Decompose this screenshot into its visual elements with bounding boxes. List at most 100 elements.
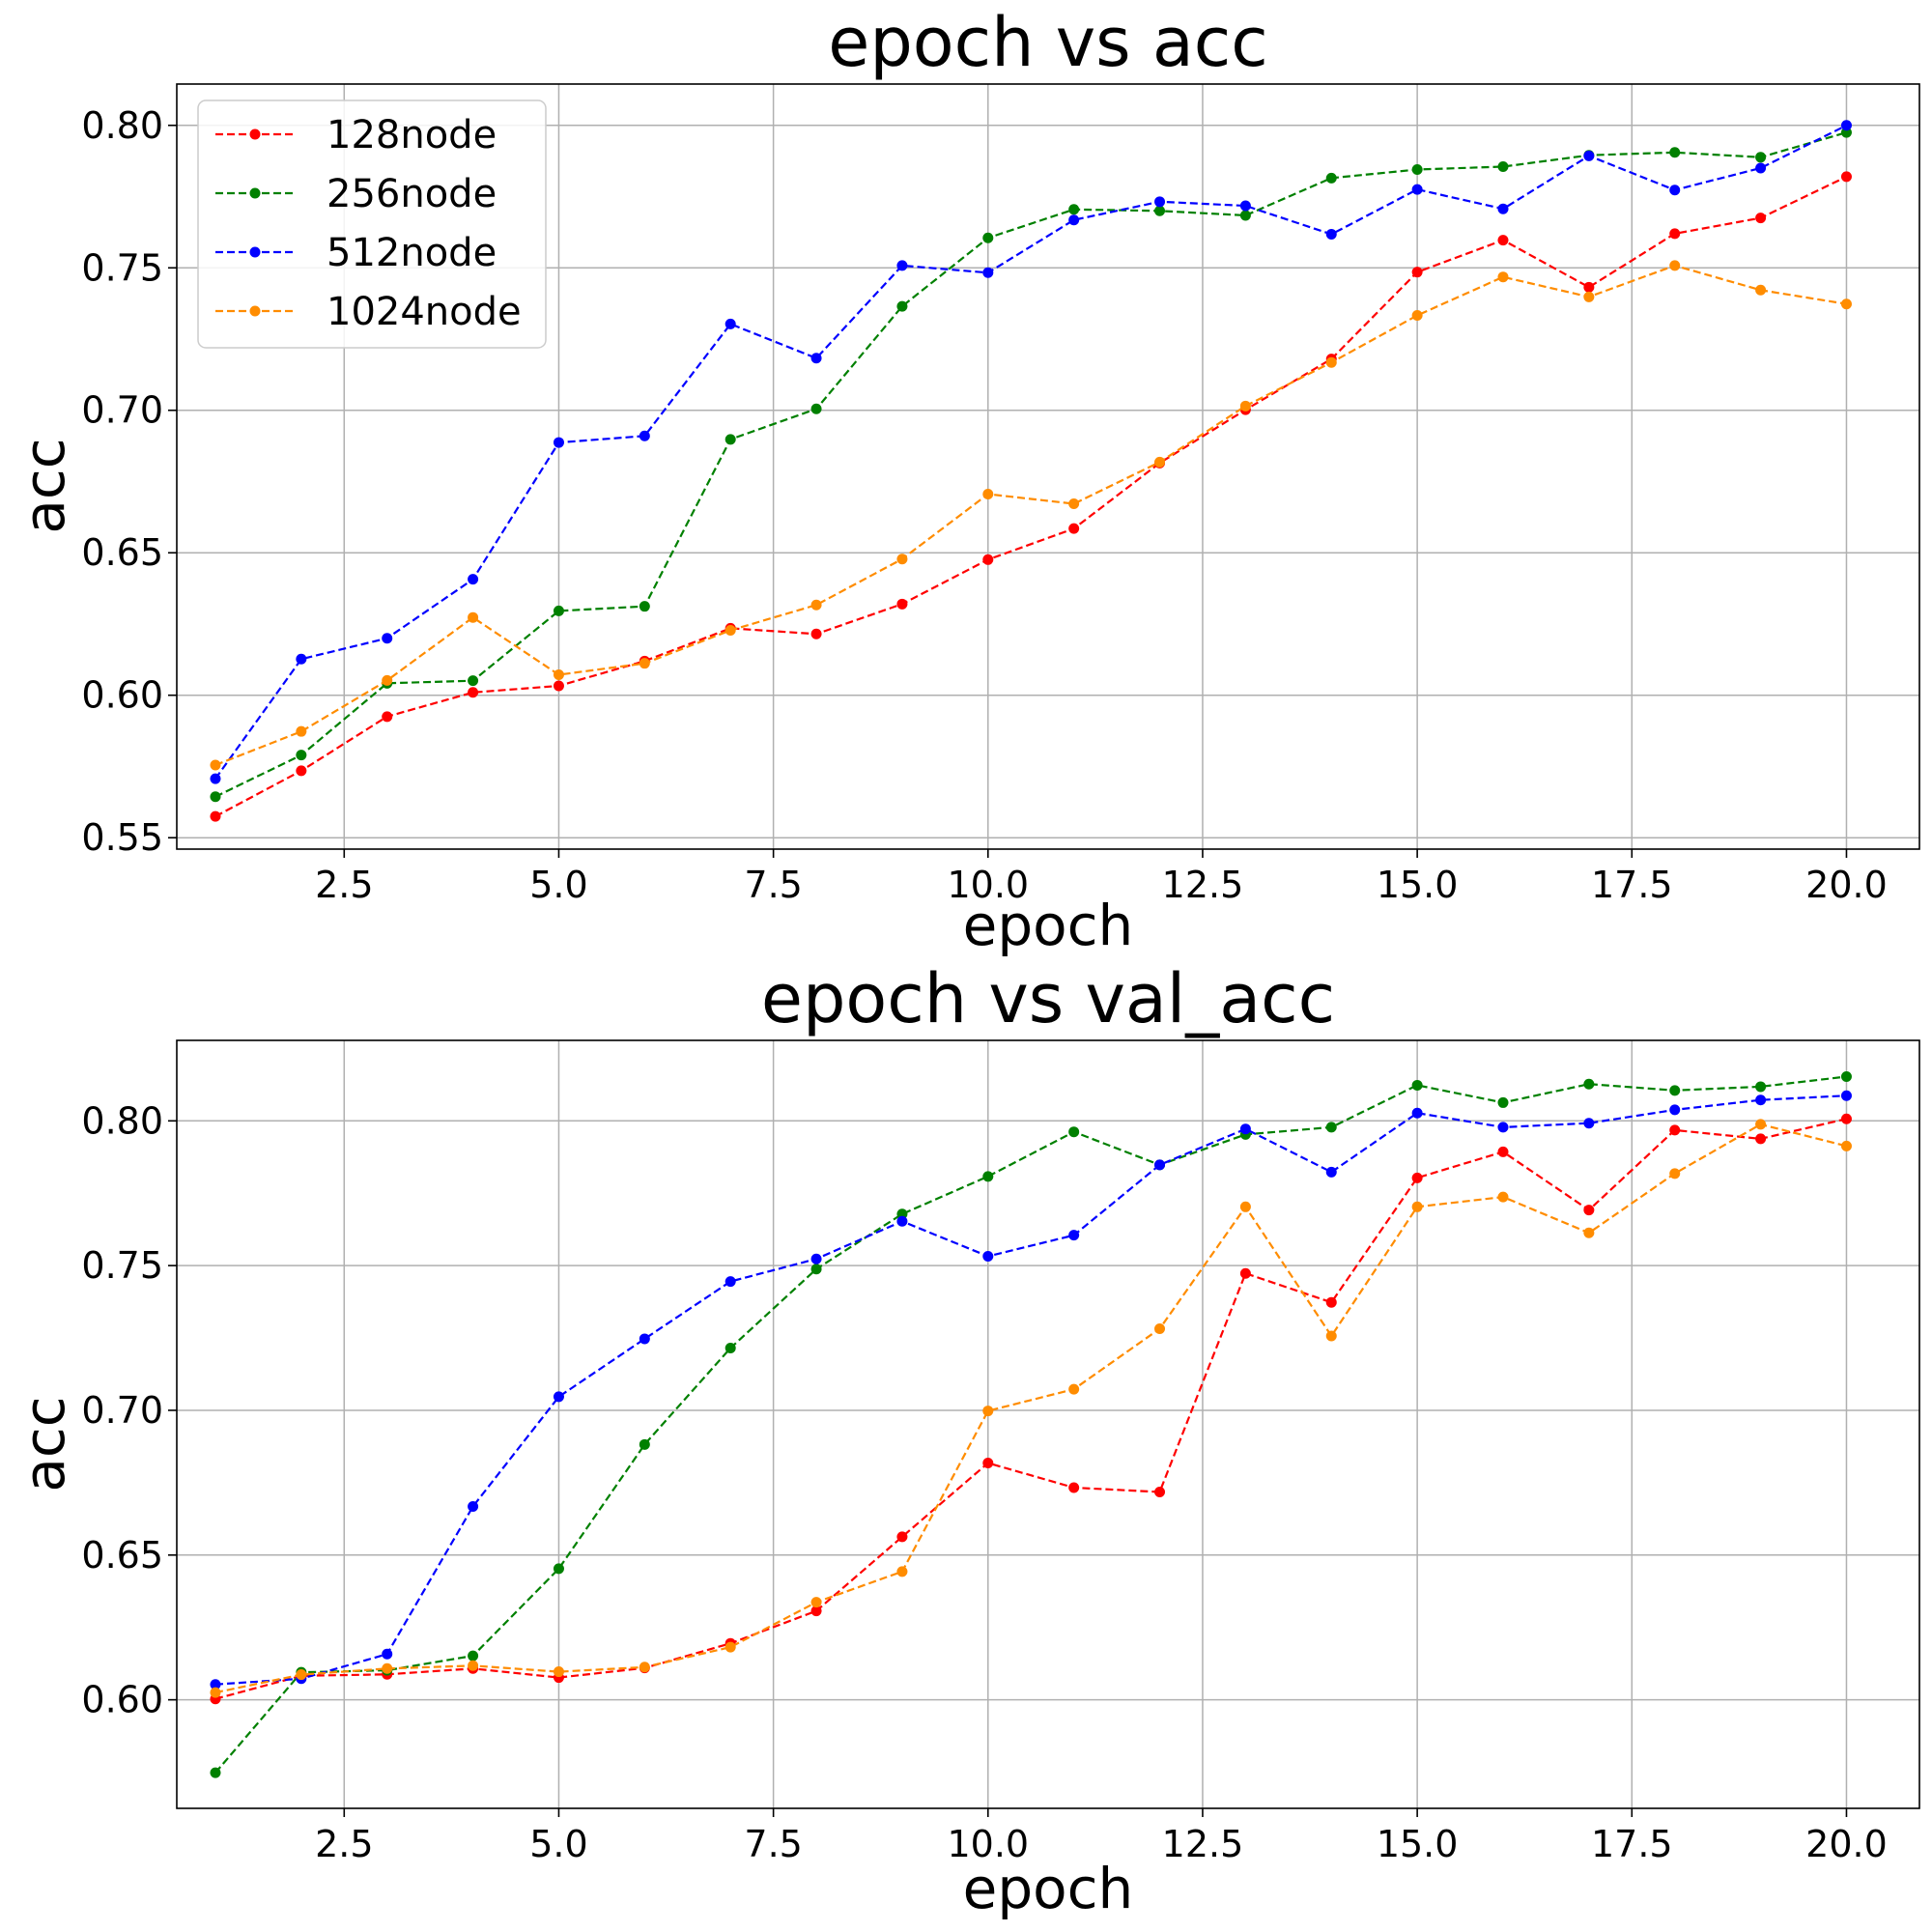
data-point xyxy=(724,1276,736,1288)
data-point xyxy=(1669,1104,1681,1116)
data-point xyxy=(1583,1227,1595,1238)
data-point xyxy=(1755,1094,1767,1106)
data-point xyxy=(1840,1113,1852,1124)
x-tick-label: 17.5 xyxy=(1591,864,1673,906)
y-tick-label: 0.70 xyxy=(81,1389,163,1432)
data-point xyxy=(296,1669,307,1681)
y-ticks: 0.55 0.60 0.65 0.70 0.75 0.80 xyxy=(81,104,177,859)
data-point xyxy=(468,675,479,687)
legend-box xyxy=(197,99,547,349)
data-point xyxy=(982,488,994,499)
grid-layer xyxy=(177,1040,1919,1808)
data-point xyxy=(1154,1159,1166,1171)
data-point xyxy=(210,1767,221,1778)
data-point xyxy=(896,1215,908,1227)
y-tick-label: 0.80 xyxy=(81,104,163,147)
x-tick-label: 20.0 xyxy=(1805,864,1888,906)
y-tick-label: 0.65 xyxy=(81,1534,163,1577)
data-point xyxy=(553,668,564,680)
series-line xyxy=(214,131,1847,798)
data-point xyxy=(1068,497,1080,509)
series-line xyxy=(214,1118,1847,1700)
data-point xyxy=(210,1679,221,1690)
series-line xyxy=(214,1122,1847,1694)
data-point xyxy=(639,601,650,612)
data-point xyxy=(1669,1124,1681,1136)
data-point xyxy=(468,1500,479,1512)
data-point xyxy=(1411,1172,1423,1183)
data-point xyxy=(810,1605,822,1617)
data-point xyxy=(1068,214,1080,226)
data-point xyxy=(553,1666,564,1678)
y-tick-label: 0.60 xyxy=(81,674,163,717)
data-point xyxy=(1669,147,1681,158)
data-point xyxy=(1755,1133,1767,1145)
data-point xyxy=(296,750,307,761)
data-point xyxy=(1497,235,1509,246)
plot-frame xyxy=(176,83,1920,850)
x-ticks: 2.5 5.0 7.5 10.0 12.5 15.0 17.5 20.0 xyxy=(315,1808,1888,1865)
data-point xyxy=(1154,456,1166,468)
data-point xyxy=(724,624,736,636)
y-axis-label: acc xyxy=(12,1396,77,1492)
data-point xyxy=(1239,1123,1251,1135)
data-point xyxy=(982,232,994,243)
data-point xyxy=(382,1662,393,1674)
data-point xyxy=(1068,1482,1080,1493)
data-point xyxy=(1154,1486,1166,1497)
data-point xyxy=(1755,162,1767,174)
data-point xyxy=(382,674,393,686)
data-point xyxy=(896,554,908,565)
legend-swatch-marker xyxy=(249,128,261,140)
legend-swatch-marker xyxy=(249,305,261,317)
data-point xyxy=(1068,1126,1080,1138)
chart-val-acc: epoch vs val_acc 2.5 5.0 7.5 10.0 12.5 15.0 17… xyxy=(12,959,1920,1921)
x-tick-label: 5.0 xyxy=(529,864,587,906)
data-point xyxy=(1840,298,1852,310)
y-tick-label: 0.80 xyxy=(81,1099,163,1142)
data-point xyxy=(468,611,479,623)
series-layer xyxy=(210,120,1852,822)
data-point xyxy=(1154,205,1166,216)
data-point xyxy=(1840,1090,1852,1101)
x-tick-label: 5.0 xyxy=(529,1823,587,1865)
x-axis-label: epoch xyxy=(963,1856,1134,1921)
data-point xyxy=(724,1343,736,1354)
series-line xyxy=(214,1075,1847,1774)
data-point xyxy=(1239,400,1251,412)
data-point xyxy=(296,653,307,665)
x-axis-label: epoch xyxy=(963,893,1134,958)
data-point xyxy=(639,1438,650,1450)
series-line xyxy=(214,175,1847,818)
data-point xyxy=(468,687,479,698)
data-point xyxy=(1669,1168,1681,1179)
data-point xyxy=(210,1687,221,1698)
data-point xyxy=(810,1253,822,1264)
data-point xyxy=(1239,1267,1251,1279)
data-point xyxy=(1068,1230,1080,1241)
data-point xyxy=(1411,163,1423,175)
legend-item: 128node xyxy=(215,113,497,157)
data-point xyxy=(553,605,564,616)
data-point xyxy=(1411,1201,1423,1212)
data-point xyxy=(1068,204,1080,215)
data-point xyxy=(1411,1079,1423,1091)
x-tick-label: 2.5 xyxy=(315,1823,373,1865)
x-tick-label: 15.0 xyxy=(1377,1823,1459,1865)
x-ticks: 2.5 5.0 7.5 10.0 12.5 15.0 17.5 20.0 xyxy=(315,849,1888,906)
data-point xyxy=(1325,1296,1337,1308)
series-1024node xyxy=(210,1119,1852,1698)
data-point xyxy=(1497,1146,1509,1157)
data-point xyxy=(1497,203,1509,214)
data-point xyxy=(1840,171,1852,183)
chart-title: epoch vs val_acc xyxy=(761,959,1335,1038)
data-point xyxy=(639,1662,650,1673)
data-point xyxy=(1325,1166,1337,1178)
data-point xyxy=(1583,1118,1595,1129)
data-point xyxy=(468,1650,479,1662)
data-point xyxy=(210,810,221,822)
y-tick-label: 0.60 xyxy=(81,1679,163,1721)
data-point xyxy=(210,791,221,803)
series-512node xyxy=(210,120,1852,784)
